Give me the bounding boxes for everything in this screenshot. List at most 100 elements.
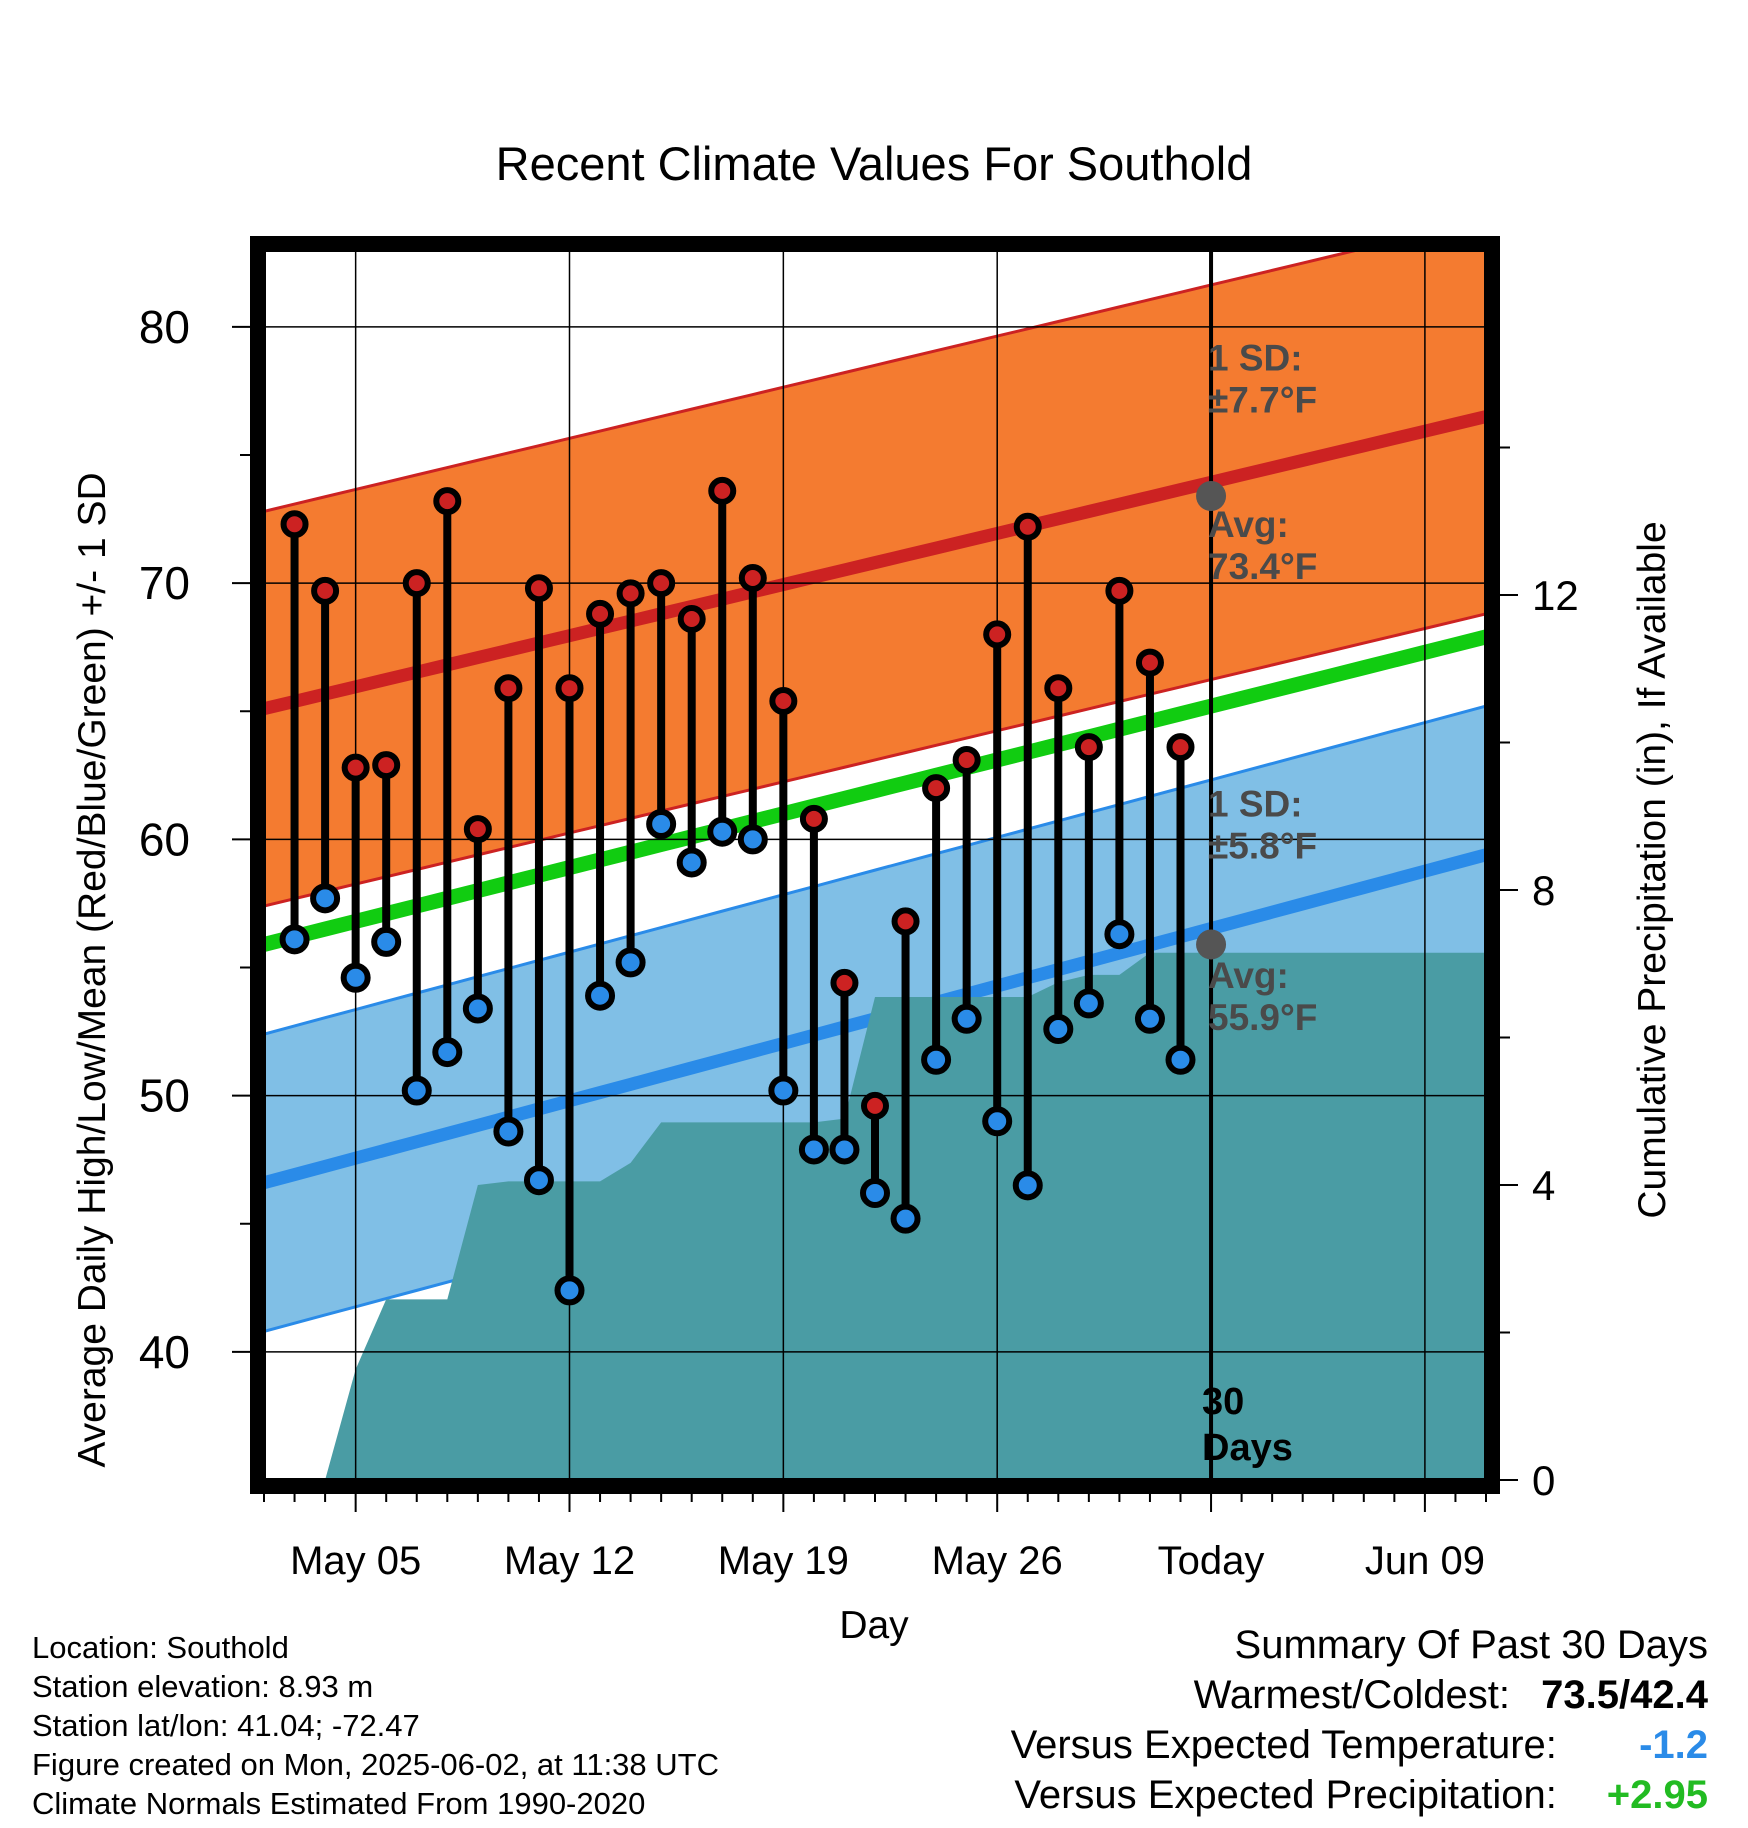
axes: 40 50 60 70 80 0 4 8 12 May 05 May 12 May 19 May 26 T…	[139, 236, 1579, 1583]
summary-title: Summary Of Past 30 Days	[1234, 1623, 1708, 1667]
high-point	[861, 1091, 889, 1120]
low-avg-annotation: 55.9°F	[1208, 997, 1317, 1038]
low-point	[554, 1275, 585, 1306]
high-point	[341, 753, 370, 782]
warmest-value: 73.5	[1541, 1673, 1620, 1717]
high-sd-annotation: ±7.7°F	[1208, 379, 1317, 420]
high-point	[647, 569, 676, 598]
low-point	[432, 1037, 463, 1068]
x-tick-label: May 05	[290, 1539, 421, 1583]
station-info: Location: Southold Station elevation: 8.…	[32, 1628, 719, 1823]
low-point	[982, 1106, 1013, 1137]
created-line: Figure created on Mon, 2025-06-02, at 11…	[32, 1747, 719, 1782]
precipitation-departure-row: Versus Expected Precipitation: +2.95	[1011, 1770, 1708, 1820]
y2-tick-label: 4	[1532, 1162, 1555, 1209]
x-axis-label: Day	[839, 1604, 909, 1647]
slash: /	[1619, 1673, 1631, 1717]
today-days-label: 30	[1202, 1381, 1244, 1423]
high-point	[983, 620, 1012, 649]
low-point	[707, 816, 738, 847]
low-point	[676, 847, 707, 878]
low-point	[371, 926, 402, 957]
high-point	[1105, 576, 1134, 605]
low-point	[1134, 1003, 1165, 1034]
y2-tick-label: 0	[1532, 1457, 1555, 1504]
low-point	[523, 1165, 554, 1196]
low-sd-annotation: 1 SD:	[1208, 783, 1303, 824]
high-point	[769, 687, 798, 715]
today-avg-low-marker	[1196, 929, 1227, 960]
elevation-line: Station elevation: 8.93 m	[32, 1669, 374, 1704]
y-tick-label: 80	[139, 301, 190, 353]
high-point	[1013, 512, 1042, 541]
low-point	[737, 824, 768, 855]
y-tick-label: 50	[139, 1070, 190, 1122]
temperature-departure-value: -1.2	[1639, 1723, 1708, 1767]
location-line: Location: Southold	[32, 1630, 289, 1665]
y-tick-label: 70	[139, 557, 190, 609]
high-point	[524, 574, 553, 603]
today-days-label: Days	[1202, 1427, 1293, 1469]
high-point	[799, 804, 828, 833]
low-point	[829, 1134, 860, 1165]
low-point	[1104, 919, 1135, 950]
x-tick-label: May 19	[718, 1539, 849, 1583]
high-point	[891, 907, 920, 936]
x-tick-label: May 26	[932, 1539, 1063, 1583]
high-point	[677, 605, 706, 633]
high-point	[708, 476, 737, 505]
precipitation-departure-value: +2.95	[1606, 1773, 1708, 1817]
high-point	[586, 599, 615, 628]
x-tick-label: Jun 09	[1365, 1539, 1485, 1583]
high-point	[433, 487, 462, 516]
low-point	[890, 1203, 921, 1234]
low-point	[310, 883, 341, 914]
high-point	[494, 674, 523, 703]
low-point	[646, 809, 677, 839]
warmest-coldest-label: Warmest/Coldest:	[1193, 1673, 1511, 1717]
high-point	[372, 751, 401, 780]
low-sd-annotation: ±5.8°F	[1208, 825, 1317, 866]
temperature-departure-label: Versus Expected Temperature:	[1010, 1723, 1557, 1767]
low-point	[340, 962, 371, 993]
normals-line: Climate Normals Estimated From 1990-2020	[32, 1786, 646, 1821]
y2-axis-label: Cumulative Precipitation (in), If Availa…	[1631, 521, 1674, 1218]
low-point	[798, 1134, 829, 1165]
y2-tick-label: 12	[1532, 572, 1579, 619]
warmest-coldest-row: Warmest/Coldest: 73.5/42.4	[1011, 1670, 1708, 1720]
summary-panel: Summary Of Past 30 Days Warmest/Coldest:…	[1011, 1620, 1708, 1820]
latlon-line: Station lat/lon: 41.04; -72.47	[32, 1708, 420, 1743]
low-point	[1012, 1170, 1043, 1201]
precipitation-departure-label: Versus Expected Precipitation:	[1014, 1773, 1557, 1817]
low-point	[401, 1075, 432, 1106]
high-point	[555, 674, 584, 703]
y-tick-label: 60	[139, 813, 190, 865]
high-point	[311, 576, 340, 605]
high-point	[952, 745, 981, 774]
low-avg-annotation: Avg:	[1208, 955, 1289, 996]
plot-frame	[250, 236, 1500, 1494]
low-point	[493, 1116, 524, 1147]
y-axis-label: Average Daily High/Low/Mean (Red/Blue/Gr…	[71, 472, 114, 1467]
high-point	[280, 510, 309, 539]
y2-tick-label: 8	[1532, 867, 1555, 914]
low-point	[279, 924, 310, 955]
today-avg-high-marker	[1196, 481, 1227, 511]
high-mean-line	[264, 410, 1486, 716]
high-point	[738, 564, 767, 592]
high-sd-annotation: 1 SD:	[1208, 337, 1303, 378]
high-point	[402, 569, 431, 598]
chart-title: Recent Climate Values For Southold	[496, 137, 1253, 190]
x-tick-label: May 12	[504, 1539, 635, 1583]
high-sd-band-upper-edge	[264, 250, 1364, 513]
coldest-value: 42.4	[1630, 1673, 1708, 1717]
high-point	[1044, 674, 1073, 703]
low-point	[860, 1178, 890, 1208]
temperature-departure-row: Versus Expected Temperature: -1.2	[1011, 1720, 1708, 1770]
high-point	[1074, 733, 1103, 762]
low-point	[951, 1003, 982, 1034]
low-point	[1043, 1014, 1074, 1044]
low-sd-band-upper-edge	[264, 704, 1486, 1036]
